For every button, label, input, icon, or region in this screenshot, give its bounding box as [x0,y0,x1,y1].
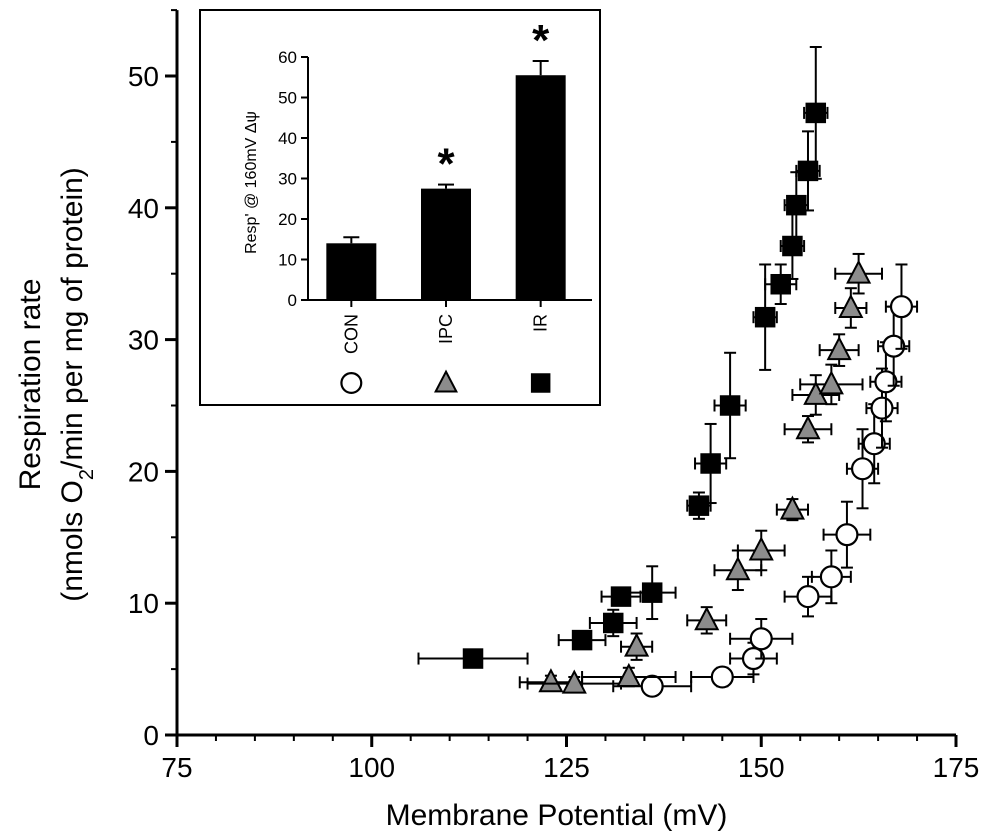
triangle-data-point [736,529,786,572]
y-tick-label: 30 [128,325,159,356]
inset-category-markers [340,369,551,395]
triangle-data-point [526,669,623,694]
bar [326,243,377,300]
y-tick-label: 10 [128,588,159,619]
inset-y-tick-label: 30 [278,170,297,189]
square-data-point [686,491,712,520]
bar [421,188,471,300]
triangle-data-point [581,662,677,688]
square-legend-marker [530,373,551,393]
inset-y-axis-title: Resp' @ 160mV Δψ [243,111,260,254]
x-tick-label: 100 [348,752,395,783]
inset-y-tick-label: 20 [278,210,297,229]
significance-star: * [532,16,550,65]
y-axis-title-subscript: 2 [76,469,98,480]
square-data-point [795,130,821,212]
circle-data-point [729,641,778,676]
inset-y-tick-label: 10 [278,251,297,270]
triangle-data-point [783,415,833,444]
x-tick-label: 150 [738,752,785,783]
square-data-point [764,263,798,306]
square-data-point [600,586,642,607]
x-tick-label: 75 [161,752,192,783]
y-axis-title-suffix: /min per mg of protein) [56,167,89,469]
square-data-point [417,648,529,669]
inset-y-tick-label: 60 [278,48,297,67]
y-axis-title-line2: (nmols O2/min per mg of protein) [56,167,98,602]
circle-data-point [810,549,852,605]
circle-data-point [869,341,903,423]
inset-category-labels: CON IPC IR [341,300,551,354]
inset-y-tick-label: 40 [278,129,297,148]
data-points [417,46,919,698]
circle-data-point [729,618,794,660]
square-data-point [803,46,829,180]
triangle-data-point [775,495,809,522]
inset-y-tick-label: 0 [288,291,297,310]
triangle-data-point [834,287,868,329]
inset-bars: ** [326,16,566,300]
square-data-point [588,608,638,638]
square-data-point [694,422,728,505]
x-tick-label: 125 [543,752,590,783]
inset-category-label: CON [341,314,361,354]
inset-bar-ipc: * [421,140,471,300]
y-axis-title-line1: Respiration rate [14,279,47,491]
inset-bar-ir: * [515,16,566,300]
square-data-point [557,629,607,651]
y-axis-ticks: 0 10 20 30 40 50 [128,9,177,751]
square-data-point [627,565,677,621]
y-tick-label: 50 [128,61,159,92]
inset-category-label: IPC [436,314,456,344]
triangle-data-point [834,252,883,295]
circle-data-point [857,403,891,485]
square-data-point [713,351,747,460]
circle-data-point [690,665,755,689]
square-data-point [783,171,809,240]
triangle-data-point [799,363,864,406]
x-axis-ticks: 75 100 125 150 175 [161,735,979,783]
x-axis-title: Membrane Potential (mV) [386,799,728,832]
significance-star: * [437,140,455,189]
bar [515,75,566,300]
inset-y-axis-ticks: 0 10 20 30 40 50 60 [278,48,308,310]
y-tick-label: 40 [128,193,159,224]
y-tick-label: 0 [143,720,159,751]
circle-data-point [845,428,880,510]
square-data-point [779,212,806,280]
inset-y-tick-label: 50 [278,89,297,108]
circle-legend-marker [340,372,363,395]
y-tick-label: 20 [128,456,159,487]
triangle-data-point [686,606,728,635]
circle-data-point [822,500,872,569]
circle-data-point [884,263,919,350]
x-tick-label: 175 [933,752,980,783]
triangle-data-point [620,632,654,661]
triangle-data-point [818,333,860,367]
circle-data-point [783,575,833,618]
inset-bar-con [326,236,377,300]
inset-category-label: IR [531,314,551,332]
triangle-legend-marker [434,369,458,393]
y-axis-title-prefix: (nmols O [56,480,89,602]
